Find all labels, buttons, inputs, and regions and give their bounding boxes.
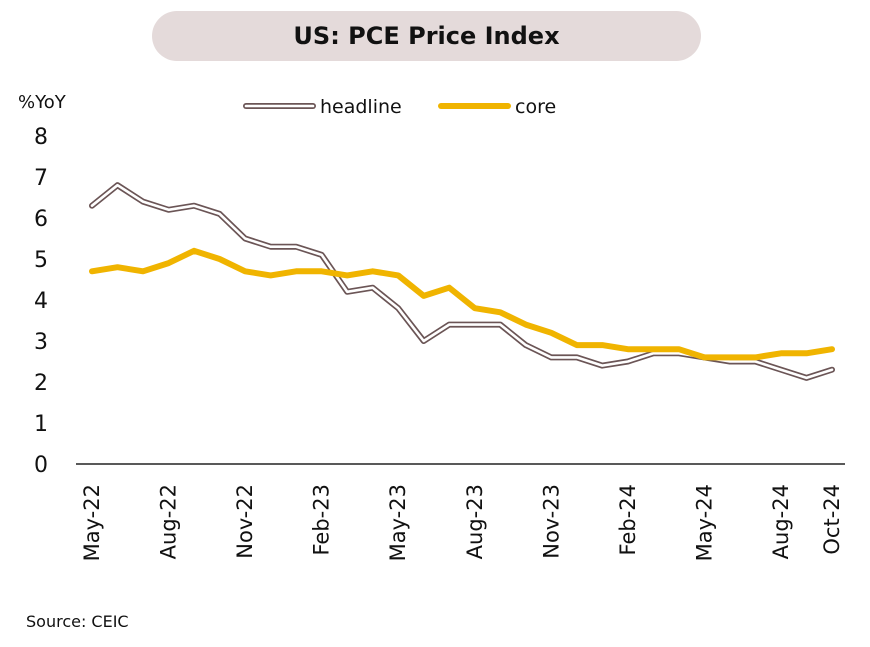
y-axis-label: %YoY bbox=[18, 92, 67, 113]
x-tick-label: May-23 bbox=[386, 484, 410, 561]
y-tick-label: 4 bbox=[34, 289, 48, 314]
chart-title: US: PCE Price Index bbox=[293, 22, 560, 50]
legend-label-core: core bbox=[515, 96, 556, 118]
x-tick-label: May-24 bbox=[692, 484, 716, 561]
x-tick-label: Aug-24 bbox=[769, 484, 793, 559]
x-tick-label: Feb-23 bbox=[310, 484, 334, 555]
legend-label-headline: headline bbox=[320, 96, 402, 118]
y-tick-label: 7 bbox=[34, 166, 48, 191]
y-tick-label: 6 bbox=[34, 207, 48, 232]
y-tick-label: 0 bbox=[34, 453, 48, 478]
y-tick-label: 8 bbox=[34, 125, 48, 150]
series-line-headline-outer bbox=[89, 182, 835, 381]
y-tick-label: 5 bbox=[34, 248, 48, 273]
x-tick-label: May-22 bbox=[80, 484, 104, 561]
series-line-headline-inner bbox=[90, 183, 834, 380]
x-tick-label: Oct-24 bbox=[820, 484, 844, 555]
series-line-core bbox=[89, 247, 835, 361]
y-tick-label: 2 bbox=[34, 371, 48, 396]
x-tick-label: Nov-22 bbox=[233, 484, 257, 559]
x-tick-label: Aug-23 bbox=[463, 484, 487, 559]
y-tick-label: 1 bbox=[34, 412, 48, 437]
source-note: Source: CEIC bbox=[26, 612, 129, 631]
x-tick-label: Nov-23 bbox=[539, 484, 563, 559]
x-tick-label: Feb-24 bbox=[616, 484, 640, 555]
x-tick-label: Aug-22 bbox=[157, 484, 181, 559]
chart-title-banner: US: PCE Price Index bbox=[152, 11, 701, 61]
y-tick-label: 3 bbox=[34, 330, 48, 355]
